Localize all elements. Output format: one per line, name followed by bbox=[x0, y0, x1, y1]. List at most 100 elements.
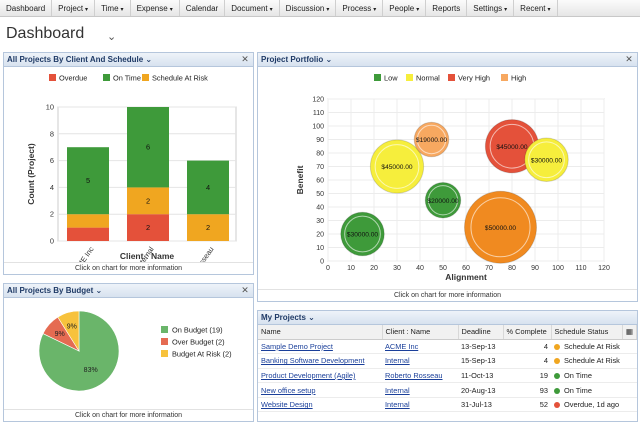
nav-item-label: Recent bbox=[520, 4, 546, 13]
nav-item-label: Document bbox=[231, 4, 268, 13]
client-name-link[interactable]: Internal bbox=[385, 385, 410, 395]
chevron-down-icon[interactable]: ⌄ bbox=[308, 313, 315, 322]
nav-item-reports[interactable]: Reports bbox=[426, 0, 468, 16]
client-name-link[interactable]: Roberto Rosseau bbox=[385, 370, 443, 380]
panel-title[interactable]: Project Portfolio ⌄ bbox=[261, 55, 333, 64]
y-tick-label: 10 bbox=[316, 245, 324, 252]
panel-title[interactable]: All Projects By Client And Schedule ⌄ bbox=[7, 55, 153, 64]
client-name-link[interactable]: ACME Inc bbox=[385, 341, 419, 351]
legend-label: On Time bbox=[113, 74, 141, 83]
caret-down-icon: ▾ bbox=[373, 7, 377, 13]
nav-item-people[interactable]: People ▾ bbox=[383, 0, 427, 16]
project-name-link[interactable]: Sample Demo Project bbox=[261, 341, 333, 351]
bubble-data-label: $30000.00 bbox=[531, 157, 563, 164]
bubble bbox=[524, 137, 569, 183]
legend-label: Budget At Risk (2) bbox=[172, 350, 232, 359]
table-row[interactable]: Product Development (Agile) Roberto Rosse… bbox=[258, 368, 637, 384]
nav-item-label: People bbox=[389, 4, 415, 13]
bubble-highlight bbox=[528, 141, 565, 179]
pie-data-label: 9% bbox=[55, 331, 65, 338]
column-menu-icon[interactable]: ▦ bbox=[622, 325, 637, 340]
column-header-client[interactable]: Client : Name bbox=[382, 325, 459, 340]
pie-slice bbox=[57, 310, 80, 353]
bubble-highlight bbox=[344, 215, 381, 253]
close-icon[interactable]: ✕ bbox=[241, 285, 249, 295]
legend-label: Very High bbox=[458, 74, 490, 83]
top-navigation: Dashboard Project ▾ Time ▾ Expense ▾ Calendar Do… bbox=[0, 0, 640, 17]
chart-info-link[interactable]: Click on chart for more information bbox=[4, 262, 253, 274]
nav-item-label: Settings bbox=[473, 4, 503, 13]
x-tick-label: 90 bbox=[531, 265, 539, 272]
close-icon[interactable]: ✕ bbox=[241, 54, 249, 64]
y-tick-label: 120 bbox=[312, 97, 324, 104]
bar-segment bbox=[67, 214, 109, 228]
bubble bbox=[340, 211, 385, 257]
bubble-data-label: $20000.00 bbox=[427, 198, 459, 205]
project-name-link[interactable]: Product Development (Agile) bbox=[261, 370, 356, 380]
legend-label: Over Budget (2) bbox=[172, 338, 225, 347]
dashboard-dropdown-icon[interactable]: ⌄ bbox=[107, 31, 117, 43]
nav-item-discussion[interactable]: Discussion ▾ bbox=[280, 0, 337, 16]
bar-chart[interactable]: Overdue On Time Schedule At Risk 0 2 4 6 8 10 Cou… bbox=[4, 67, 254, 263]
bubble-chart[interactable]: Low Normal Very High High 0 10 20 30 40 50 60 70 80 9… bbox=[258, 67, 638, 290]
caret-down-icon: ▾ bbox=[326, 7, 330, 13]
nav-item-document[interactable]: Document ▾ bbox=[225, 0, 280, 16]
legend-swatch bbox=[161, 350, 168, 357]
bubble-highlight bbox=[470, 197, 531, 258]
x-tick-label: 10 bbox=[347, 265, 355, 272]
chevron-down-icon[interactable]: ⌄ bbox=[95, 286, 103, 295]
schedule-status-cell: Schedule At Risk bbox=[551, 339, 637, 355]
panel-title[interactable]: My Projects ⌄ bbox=[261, 313, 315, 322]
page-title: Dashboard bbox=[6, 25, 85, 42]
column-header-status[interactable]: Schedule Status bbox=[551, 325, 624, 340]
bubble bbox=[413, 121, 450, 158]
x-tick-label: 30 bbox=[393, 265, 401, 272]
chart-info-link[interactable]: Click on chart for more information bbox=[4, 409, 253, 421]
y-tick-label: 20 bbox=[316, 232, 324, 239]
chevron-down-icon[interactable]: ⌄ bbox=[325, 55, 333, 64]
bar-segment bbox=[127, 187, 169, 215]
project-name-link[interactable]: New office setup bbox=[261, 385, 316, 395]
schedule-status-cell: Overdue, 1d ago bbox=[551, 397, 637, 413]
client-name-link[interactable]: Internal bbox=[385, 356, 410, 366]
table-row[interactable]: Sample Demo Project ACME Inc 13-Sep-13 4 Sch… bbox=[258, 339, 637, 355]
close-icon[interactable]: ✕ bbox=[625, 54, 633, 64]
bar-data-label: 5 bbox=[86, 176, 90, 185]
nav-item-settings[interactable]: Settings ▾ bbox=[467, 0, 515, 16]
schedule-status-cell: Schedule At Risk bbox=[551, 353, 637, 369]
column-header-name[interactable]: Name bbox=[258, 325, 383, 340]
caret-down-icon: ▾ bbox=[120, 7, 124, 13]
legend-label: Schedule At Risk bbox=[152, 74, 208, 83]
y-tick-label: 70 bbox=[316, 164, 324, 171]
pie-chart[interactable]: 83% 9%9% On Budget (19) Over Budget (2) Budg… bbox=[4, 298, 254, 410]
column-header-complete[interactable]: % Complete bbox=[503, 325, 552, 340]
nav-item-project[interactable]: Project ▾ bbox=[52, 0, 96, 16]
client-name-link[interactable]: Internal bbox=[385, 400, 410, 410]
table-row[interactable]: Banking Software Development Internal 15-S… bbox=[258, 353, 637, 369]
y-tick-label: 60 bbox=[316, 178, 324, 185]
chart-info-link[interactable]: Click on chart for more information bbox=[258, 289, 637, 301]
panel-project-portfolio: Project Portfolio ⌄ ✕ Low Normal Very High… bbox=[257, 52, 638, 302]
nav-item-dashboard[interactable]: Dashboard bbox=[0, 0, 53, 16]
table-row[interactable]: Website Design Internal 31-Jul-13 52 Overdue… bbox=[258, 397, 637, 413]
project-name-link[interactable]: Website Design bbox=[261, 400, 313, 410]
panel-header: All Projects By Client And Schedule ⌄ ✕ bbox=[4, 53, 253, 67]
percent-complete-cell: 4 bbox=[503, 339, 551, 355]
y-tick-label: 110 bbox=[313, 110, 324, 117]
column-header-deadline[interactable]: Deadline bbox=[458, 325, 504, 340]
chevron-down-icon[interactable]: ⌄ bbox=[145, 55, 153, 64]
panel-title[interactable]: All Projects By Budget ⌄ bbox=[7, 286, 103, 295]
legend-swatch bbox=[406, 74, 413, 81]
x-axis-label: Alignment bbox=[445, 272, 487, 282]
nav-item-time[interactable]: Time ▾ bbox=[95, 0, 131, 16]
panel-header: My Projects ⌄ bbox=[258, 311, 637, 325]
project-name-link[interactable]: Banking Software Development bbox=[261, 356, 365, 366]
table-row[interactable]: New office setup Internal 20-Aug-13 93 On Ti… bbox=[258, 382, 637, 398]
nav-item-recent[interactable]: Recent ▾ bbox=[514, 0, 558, 16]
nav-item-calendar[interactable]: Calendar bbox=[180, 0, 226, 16]
bubble bbox=[464, 190, 537, 264]
nav-item-process[interactable]: Process ▾ bbox=[336, 0, 384, 16]
caret-down-icon: ▾ bbox=[169, 7, 173, 13]
bubble-highlight bbox=[416, 124, 447, 155]
nav-item-expense[interactable]: Expense ▾ bbox=[131, 0, 180, 16]
